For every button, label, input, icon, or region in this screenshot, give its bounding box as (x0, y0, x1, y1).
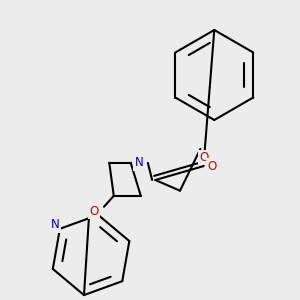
Text: O: O (208, 160, 217, 172)
Text: N: N (135, 156, 144, 170)
Text: O: O (90, 205, 99, 218)
Text: N: N (51, 218, 60, 231)
Text: O: O (199, 151, 208, 164)
